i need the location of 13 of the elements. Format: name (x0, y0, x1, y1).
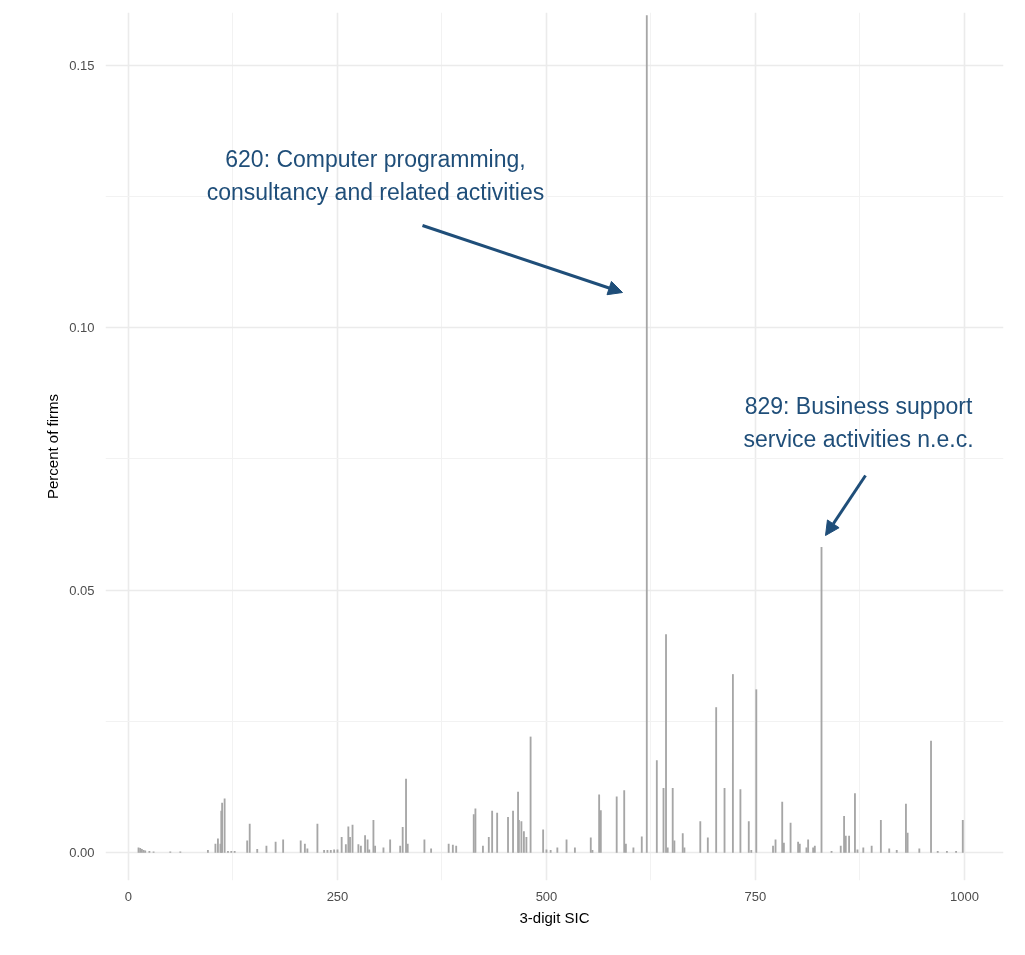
y-tick-label: 0.15 (69, 57, 95, 73)
y-tick-label: 0.00 (69, 845, 95, 861)
x-tick-label: 0 (124, 888, 133, 904)
y-tick-label: 0.10 (69, 320, 95, 336)
x-tick-label: 250 (326, 888, 349, 904)
x-axis-title: 3-digit SIC (519, 908, 590, 926)
x-tick-label: 750 (744, 888, 767, 904)
x-tick-label: 1000 (950, 888, 979, 904)
y-tick-label: 0.05 (69, 582, 95, 598)
x-tick-label: 500 (535, 888, 558, 904)
annotation: 620: Computer programming, consultancy and related activities (206, 146, 545, 205)
y-axis-title: Percent of firms (44, 393, 62, 500)
annotation: 829: Business support service activities n.e.c. (743, 393, 974, 452)
